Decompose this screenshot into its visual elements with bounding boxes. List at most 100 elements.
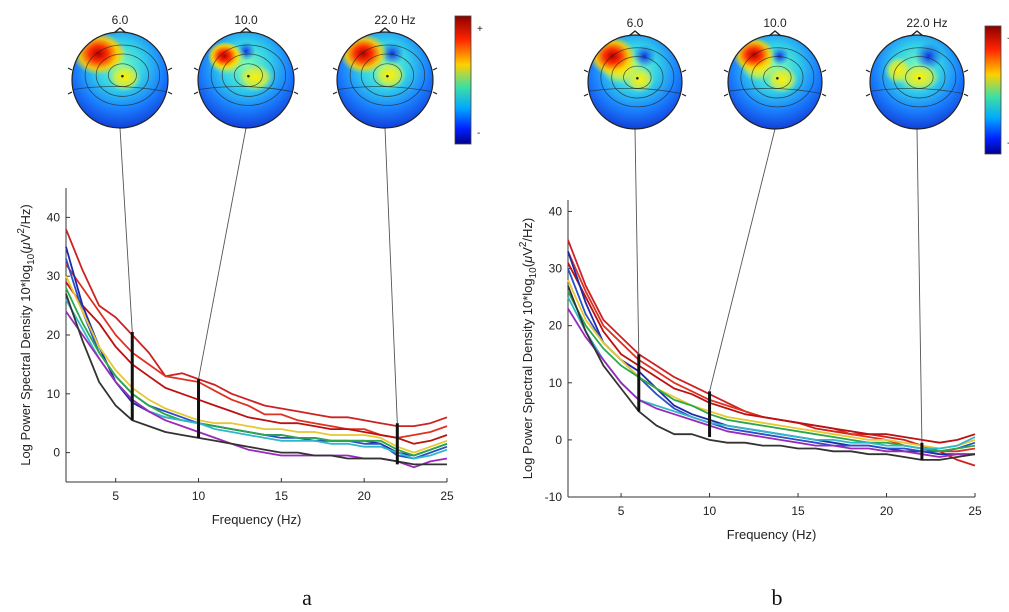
topo-contour — [349, 44, 426, 106]
topo-ear-tick — [432, 67, 438, 71]
x-axis-label: Frequency (Hz) — [212, 512, 302, 527]
topo-frequency-label: 6.0 — [627, 16, 644, 30]
topo-head-outline — [197, 31, 295, 129]
y-tick-label: 0 — [555, 433, 562, 447]
topo-ear-tick — [963, 93, 969, 97]
topo-ear-tick — [167, 91, 173, 95]
topo-head-outline — [727, 34, 823, 130]
topo-ear-tick — [167, 67, 173, 71]
series-line-9 — [567, 308, 975, 458]
topo-fill — [588, 35, 682, 129]
topo-center-dot — [247, 74, 250, 78]
y-axis-label-part: Log Power Spectral Density 10*log — [520, 278, 535, 479]
topo-connector-line — [709, 128, 776, 392]
axes-a: 5 10 15 20 25 0 10 20 30 40 Frequency (Hz) Log Powe… — [16, 188, 454, 527]
series-line-1 — [65, 228, 448, 428]
x-tick-label: 25 — [440, 489, 454, 503]
y-axis-label-part: /Hz) — [18, 204, 33, 228]
x-tick-label: 10 — [192, 489, 206, 503]
y-axis-label-part: 2 — [518, 241, 529, 247]
colorbar-min-label: - — [477, 128, 480, 139]
topo-frequency-label: 22.0 Hz — [374, 13, 415, 27]
series-line-9 — [65, 310, 448, 469]
topo-contour — [221, 53, 276, 97]
topo-mid-region — [108, 63, 142, 92]
topo-frequency-label: 10.0 — [234, 13, 258, 27]
topo-contour — [72, 86, 168, 93]
topo-map-b-3 — [865, 30, 969, 130]
topo-nose — [910, 30, 924, 37]
topo-contour — [588, 87, 682, 95]
topo-contour — [611, 56, 664, 99]
topo-ear-tick — [723, 69, 729, 73]
colorbar-b: +- — [984, 25, 1009, 155]
y-tick-label: 0 — [53, 446, 60, 460]
topo-center-dot — [918, 76, 921, 80]
topo-connector-line — [916, 128, 923, 443]
topo-high-region — [339, 33, 388, 74]
topo-map-b-1 — [583, 30, 687, 130]
topo-contour — [870, 87, 964, 95]
topo-mid-region — [237, 63, 274, 92]
topo-contour — [210, 44, 287, 106]
colorbar-a: +- — [454, 15, 483, 145]
x-tick-label: 15 — [275, 489, 289, 503]
topo-ear-tick — [963, 69, 969, 73]
y-axis-label-part: 2 — [16, 228, 27, 234]
topo-center-dot — [776, 76, 779, 80]
topo-map-a-1 — [67, 27, 173, 129]
series-line-8 — [567, 296, 976, 450]
colorbar-min-label: - — [1007, 138, 1009, 149]
topo-connector-line — [384, 127, 398, 424]
topo-frequency-label: 6.0 — [112, 13, 129, 27]
series-line-7 — [567, 290, 976, 453]
topo-ear-tick — [865, 69, 871, 73]
topo-ear-tick — [332, 91, 338, 95]
topo-ear-tick — [293, 67, 299, 71]
series-line-2 — [567, 251, 976, 453]
topo-ear-tick — [432, 91, 438, 95]
series-line-7 — [65, 287, 448, 457]
panel-label-b: b — [772, 585, 783, 610]
y-tick-label: 30 — [549, 262, 563, 276]
x-tick-label: 25 — [968, 504, 982, 518]
topo-ear-tick — [293, 91, 299, 95]
y-axis-label: Log Power Spectral Density 10*log10(μV2/… — [16, 204, 37, 466]
topo-head-outline — [587, 34, 683, 130]
topo-ear-tick — [583, 69, 589, 73]
panel-label-a: a — [302, 585, 312, 610]
series-group-a — [65, 228, 448, 469]
topo-nose — [113, 27, 127, 34]
y-axis-label-part: Log Power Spectral Density 10*log — [18, 265, 33, 466]
x-tick-label: 10 — [703, 504, 717, 518]
topo-fill — [870, 35, 964, 129]
topo-nose — [378, 27, 392, 34]
topo-head-outline — [869, 34, 965, 130]
topo-contour — [740, 47, 815, 108]
y-tick-label: 20 — [549, 319, 563, 333]
series-line-6 — [65, 275, 448, 454]
topo-ear-tick — [332, 67, 338, 71]
x-axis-label: Frequency (Hz) — [727, 527, 817, 542]
topo-nose — [239, 27, 253, 34]
topo-contour — [728, 87, 822, 95]
topo-head-outline — [336, 31, 434, 129]
topo-connector-line — [119, 127, 133, 333]
y-axis-label-part: /Hz) — [520, 218, 535, 242]
y-axis-label-part: V — [520, 247, 535, 256]
topo-fill — [198, 32, 294, 128]
y-axis-label-part: 10 — [528, 267, 539, 279]
topo-nose — [768, 30, 782, 37]
series-line-10 — [567, 285, 976, 461]
topo-contour — [751, 56, 804, 99]
y-axis-label-part: V — [18, 233, 33, 242]
topo-ear-tick — [821, 69, 827, 73]
topo-contour — [198, 86, 294, 93]
colorbar-max-label: + — [1007, 34, 1009, 45]
topo-ear-tick — [193, 67, 199, 71]
y-tick-label: 10 — [549, 376, 563, 390]
topo-head-outline — [71, 31, 169, 129]
topo-connector-line — [634, 128, 640, 355]
series-line-1 — [567, 239, 976, 467]
